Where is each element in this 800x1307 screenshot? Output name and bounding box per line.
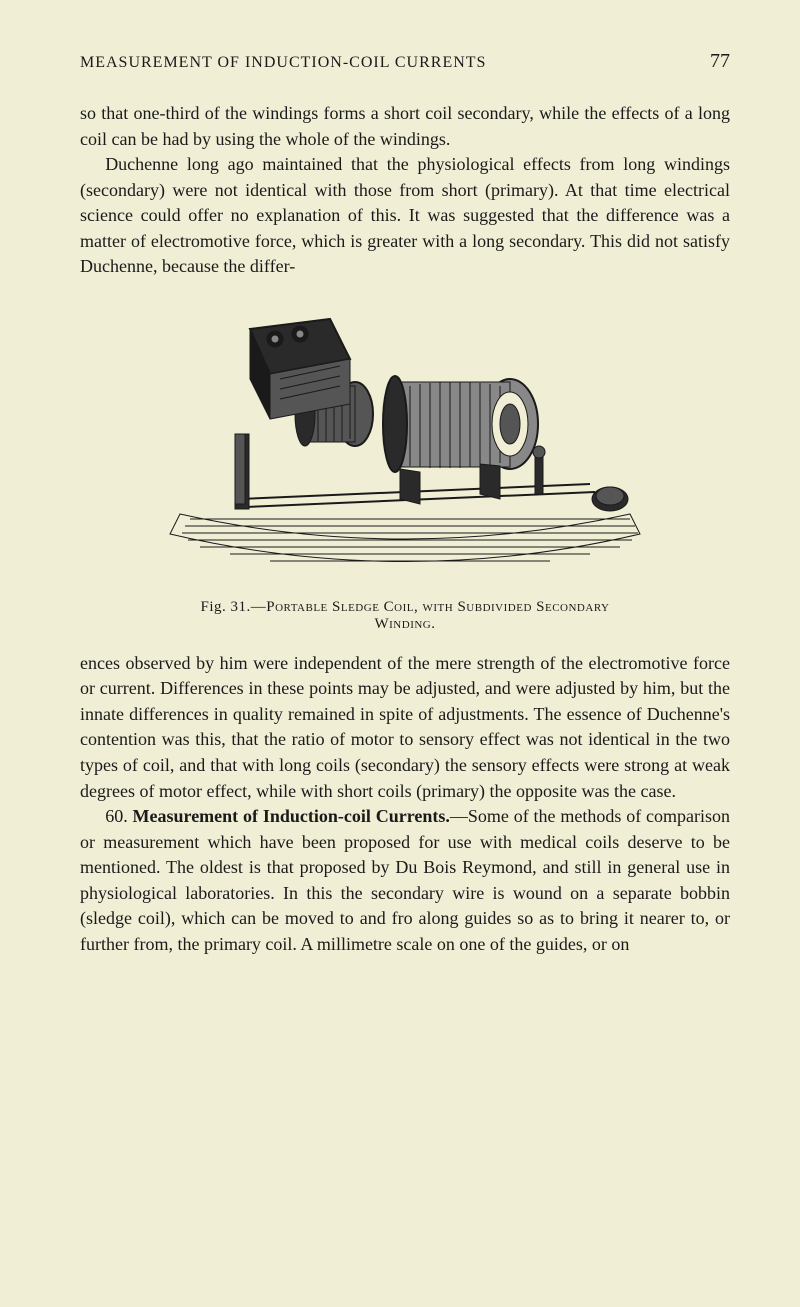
- figure-caption: Fig. 31.—Portable Sledge Coil, with Subd…: [80, 599, 730, 633]
- body-text-block-1: so that one-third of the windings forms …: [80, 101, 730, 280]
- body-text-block-2: ences observed by him were independent o…: [80, 651, 730, 958]
- paragraph-1: so that one-third of the windings forms …: [80, 101, 730, 152]
- paragraph-2: Duchenne long ago maintained that the ph…: [80, 152, 730, 280]
- paragraph-4-body: —Some of the methods of comparison or me…: [80, 806, 730, 954]
- page-container: MEASUREMENT OF INDUCTION-COIL CURRENTS 7…: [0, 0, 800, 1017]
- section-number: 60.: [105, 806, 132, 826]
- paragraph-4: 60. Measurement of Induction-coil Curren…: [80, 804, 730, 957]
- figure-caption-line1: —Portable Sledge Coil, with Subdivided S…: [251, 599, 610, 615]
- running-title: MEASUREMENT OF INDUCTION-COIL CURRENTS: [80, 54, 486, 72]
- page-number: 77: [710, 50, 730, 73]
- section-heading: Measurement of Induction-coil Currents.: [133, 806, 450, 826]
- paragraph-3: ences observed by him were independent o…: [80, 651, 730, 804]
- figure-label: Fig. 31.: [200, 599, 250, 615]
- sledge-coil-illustration: [140, 304, 670, 584]
- page-header: MEASUREMENT OF INDUCTION-COIL CURRENTS 7…: [80, 50, 730, 73]
- figure-31: Fig. 31.—Portable Sledge Coil, with Subd…: [80, 304, 730, 633]
- figure-caption-line2: Winding.: [374, 616, 435, 632]
